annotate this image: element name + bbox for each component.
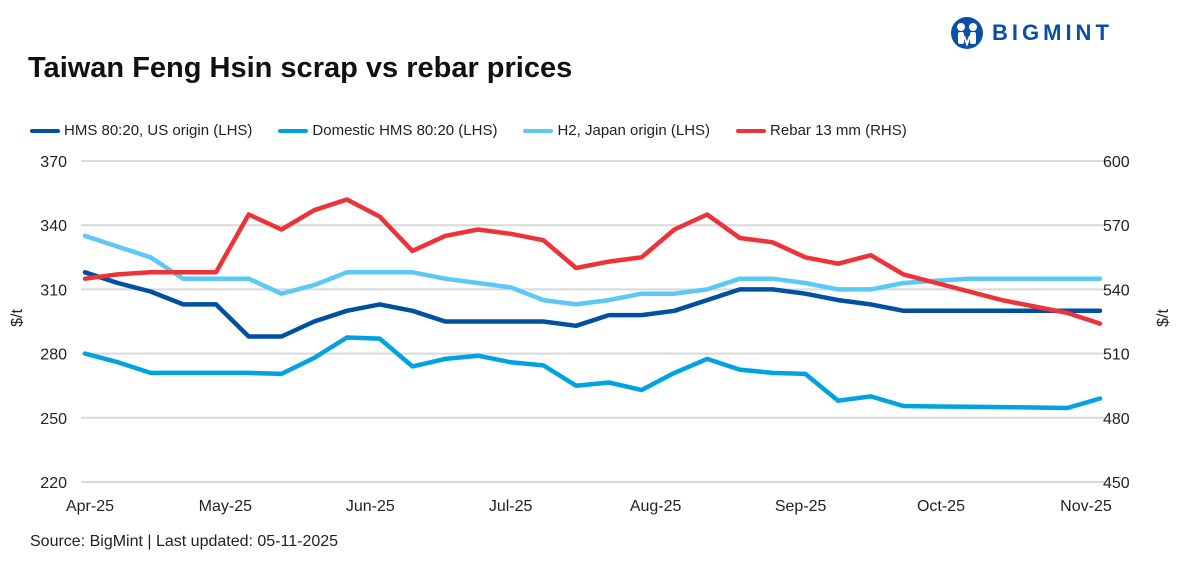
legend-item: Rebar 13 mm (RHS) xyxy=(736,122,907,139)
legend-item: H2, Japan origin (LHS) xyxy=(523,122,710,139)
logo-people-icon xyxy=(951,17,983,49)
y-left-axis-label: $/t xyxy=(9,309,26,327)
x-tick-label: Nov-25 xyxy=(1060,498,1112,515)
x-tick-label: Jun-25 xyxy=(346,498,395,515)
legend-swatch xyxy=(736,128,767,133)
bigmint-logo: BIGMINT xyxy=(950,16,1113,50)
logo-text: BIGMINT xyxy=(992,20,1113,45)
series-line-0 xyxy=(82,270,1103,339)
series-line-1 xyxy=(82,335,1103,411)
y-right-axis-label: $/t xyxy=(1155,309,1172,327)
source-note: Source: BigMint | Last updated: 05-11-20… xyxy=(30,533,339,550)
legend-label: Domestic HMS 80:20 (LHS) xyxy=(312,122,498,139)
y-right-tick-label: 450 xyxy=(1103,475,1130,492)
y-left-tick-label: 370 xyxy=(40,154,67,171)
legend-label: HMS 80:20, US origin (LHS) xyxy=(64,122,253,139)
legend-label: H2, Japan origin (LHS) xyxy=(557,122,711,139)
y-left-tick-label: 280 xyxy=(40,347,67,364)
y-right-tick-label: 570 xyxy=(1103,218,1130,235)
legend-swatch xyxy=(278,128,309,133)
x-tick-label: May-25 xyxy=(199,498,252,515)
legend-item: Domestic HMS 80:20 (LHS) xyxy=(278,122,497,139)
y-left-tick-label: 340 xyxy=(40,218,67,235)
y-right-tick-label: 510 xyxy=(1103,347,1130,364)
x-tick-label: Apr-25 xyxy=(66,498,114,515)
x-tick-label: Sep-25 xyxy=(775,498,827,515)
series-line-2 xyxy=(82,233,1103,307)
legend-label: Rebar 13 mm (RHS) xyxy=(770,122,907,139)
legend-swatch xyxy=(523,128,554,133)
series-line-3 xyxy=(82,197,1103,326)
legend-item: HMS 80:20, US origin (LHS) xyxy=(30,122,252,139)
y-left-tick-label: 220 xyxy=(40,475,67,492)
y-right-tick-label: 480 xyxy=(1103,411,1130,428)
y-right-tick-label: 540 xyxy=(1103,282,1130,299)
legend-swatch xyxy=(30,128,60,133)
legend: HMS 80:20, US origin (LHS) Domestic HMS 8… xyxy=(30,122,933,139)
y-left-tick-label: 250 xyxy=(40,411,67,428)
x-tick-label: Jul-25 xyxy=(489,498,533,515)
x-tick-label: Aug-25 xyxy=(630,498,682,515)
y-left-tick-label: 310 xyxy=(40,282,67,299)
x-tick-label: Oct-25 xyxy=(917,498,965,515)
chart-title: Taiwan Feng Hsin scrap vs rebar prices xyxy=(28,52,573,84)
y-right-tick-label: 600 xyxy=(1103,154,1130,171)
